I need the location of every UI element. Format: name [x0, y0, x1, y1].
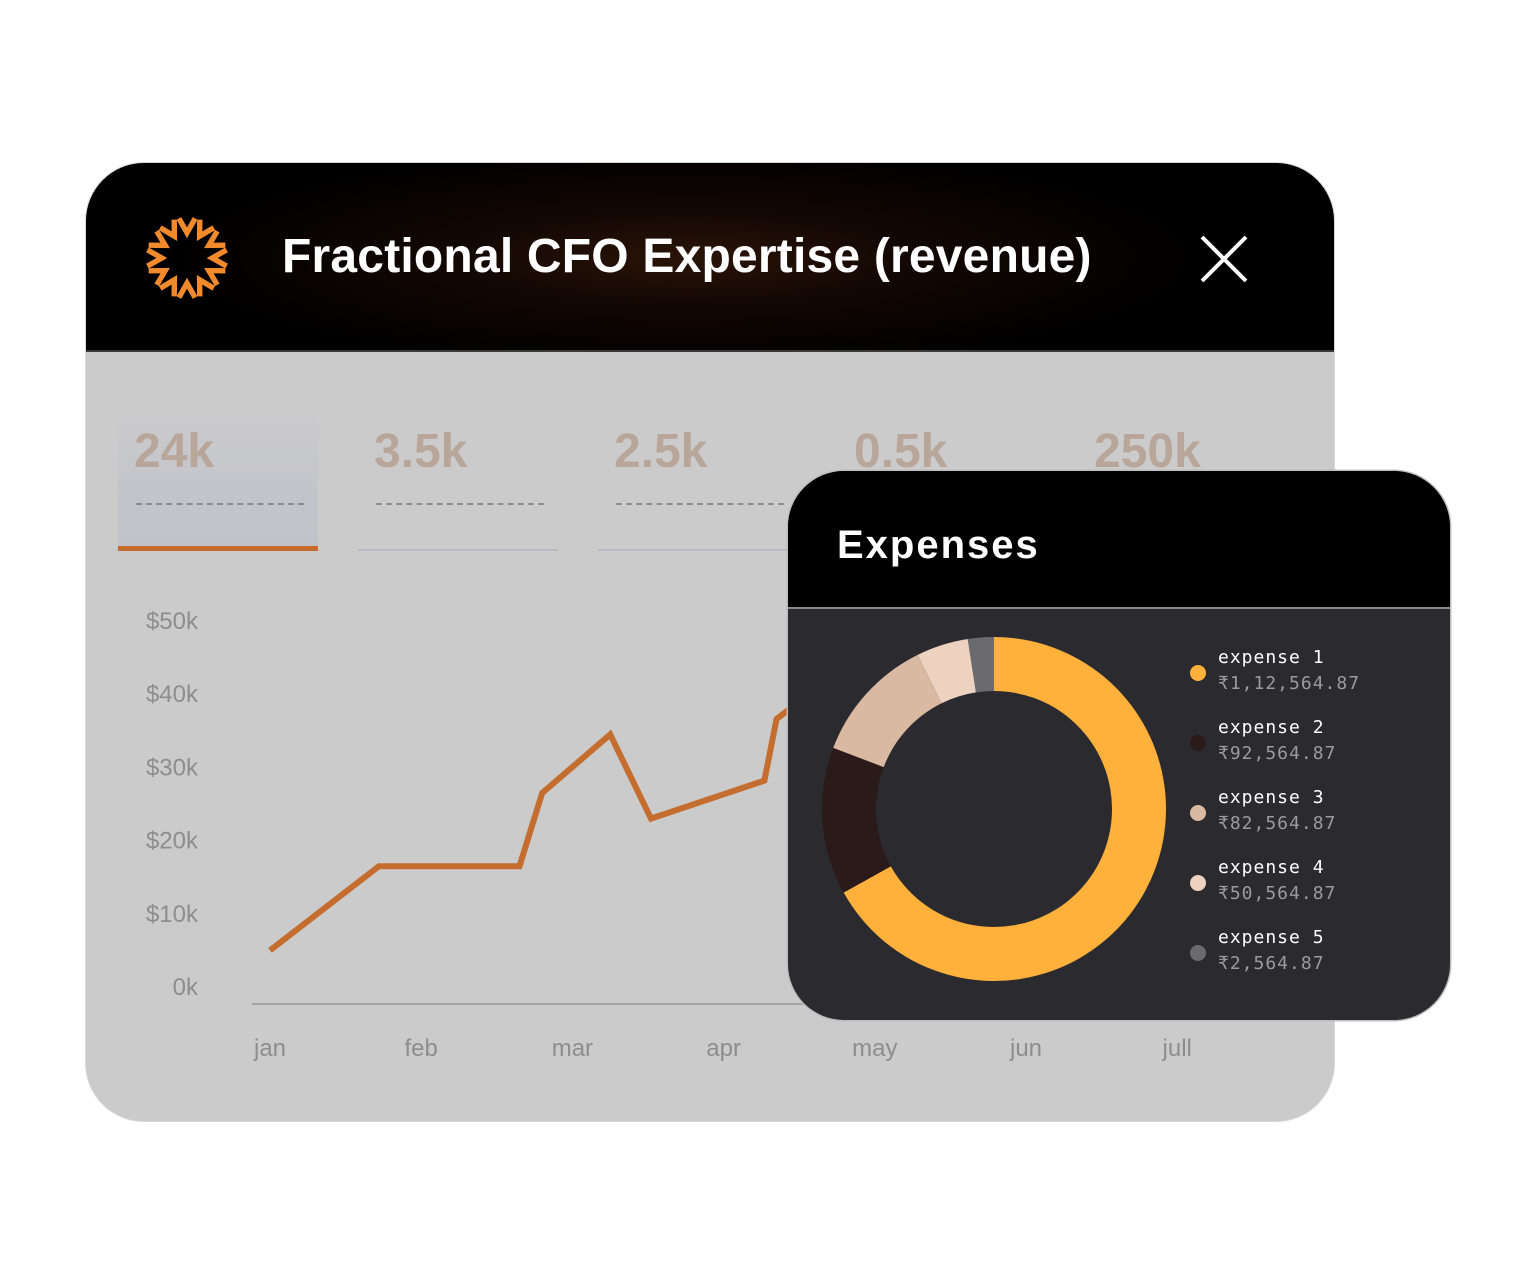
stat-underline [358, 549, 558, 551]
close-icon[interactable] [1196, 231, 1252, 287]
donut-slice [833, 654, 942, 768]
legend-label: expense 2 [1218, 717, 1325, 738]
donut-slice [822, 747, 891, 893]
stat-underline [118, 546, 318, 551]
revenue-series-line [268, 699, 802, 953]
legend-label: expense 5 [1218, 927, 1325, 948]
y-tick-label: $30k [146, 754, 199, 781]
donut-slice [843, 637, 1166, 981]
y-tick-label: $50k [146, 608, 199, 635]
stat-underline [598, 549, 798, 551]
legend-item: expense 4 ₹50,564.87 [1186, 853, 1436, 913]
stat-value: 3.5k [374, 425, 468, 478]
expenses-header: Expenses [788, 471, 1450, 609]
expenses-card: Expenses expense 1 ₹1,12,564.87 expense 2 ₹… [788, 471, 1450, 1020]
stat-tab-2[interactable]: 3.5k [358, 416, 558, 551]
stat-value: 24k [134, 425, 215, 478]
stat-dash-divider [136, 503, 304, 505]
legend-amount: ₹50,564.87 [1218, 883, 1337, 904]
legend-label: expense 1 [1218, 647, 1325, 668]
x-tick-label: mar [552, 1035, 593, 1062]
y-tick-label: $40k [146, 681, 199, 708]
legend-dot [1190, 735, 1206, 751]
stat-dash-divider [376, 503, 544, 505]
y-tick-label: $20k [146, 828, 199, 855]
card-header: Fractional CFO Expertise (revenue) [86, 163, 1334, 352]
legend-item: expense 2 ₹92,564.87 [1186, 713, 1436, 773]
legend-item: expense 3 ₹82,564.87 [1186, 783, 1436, 843]
revenue-line-chart: $50k $40k $30k $20k $10k 0k jan feb mar apr may jun… [146, 608, 1334, 1062]
legend-amount: ₹82,564.87 [1218, 813, 1337, 834]
expenses-donut-chart [822, 637, 1166, 981]
x-tick-label: jan [253, 1035, 286, 1062]
x-tick-label: apr [706, 1035, 741, 1062]
stat-tab-1[interactable]: 24k [118, 416, 318, 551]
stat-value: 2.5k [614, 425, 708, 478]
stat-tab-3[interactable]: 2.5k [598, 416, 798, 551]
page-title: Fractional CFO Expertise (revenue) [282, 230, 1092, 283]
x-tick-label: may [852, 1035, 897, 1062]
legend-amount: ₹1,12,564.87 [1218, 673, 1361, 694]
legend-label: expense 3 [1218, 787, 1325, 808]
legend-dot [1190, 875, 1206, 891]
stat-dash-divider [616, 503, 784, 505]
donut-slice [967, 637, 994, 693]
legend-amount: ₹92,564.87 [1218, 743, 1337, 764]
legend-dot [1190, 945, 1206, 961]
x-tick-label: jull [1162, 1035, 1192, 1062]
x-tick-label: jun [1009, 1035, 1042, 1062]
legend-item: expense 5 ₹2,564.87 [1186, 923, 1436, 983]
x-tick-label: feb [405, 1035, 438, 1062]
legend-item: expense 1 ₹1,12,564.87 [1186, 643, 1436, 703]
legend-amount: ₹2,564.87 [1218, 953, 1325, 974]
stat-value: 0.5k [854, 425, 948, 478]
stat-value: 250k [1094, 425, 1201, 478]
y-tick-label: $10k [146, 901, 199, 928]
donut-slice [917, 639, 976, 704]
legend-label: expense 4 [1218, 857, 1325, 878]
expenses-title: Expenses [837, 523, 1040, 567]
legend-dot [1190, 665, 1206, 681]
y-tick-label: 0k [173, 974, 199, 1001]
legend-dot [1190, 805, 1206, 821]
sunburst-logo-icon [146, 217, 228, 299]
